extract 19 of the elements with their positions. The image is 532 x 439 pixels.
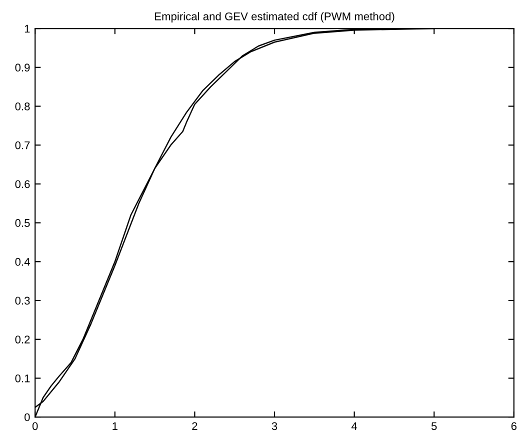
x-tick-label: 6 xyxy=(511,422,517,430)
y-tick-label: 0.9 xyxy=(15,64,30,72)
y-tick-label: 0.5 xyxy=(15,219,30,227)
x-tick-label: 5 xyxy=(431,422,437,430)
y-tick-label: 0.7 xyxy=(15,141,30,150)
chart-title: Empirical and GEV estimated cdf (PWM method) xyxy=(155,12,394,23)
x-tick-label: 4 xyxy=(351,422,358,430)
x-tick-label: 1 xyxy=(112,422,118,430)
y-tick-label: 0.4 xyxy=(15,258,30,266)
x-tick-label: 2 xyxy=(192,422,198,430)
y-tick-label: 0 xyxy=(24,413,30,422)
y-tick-label: 0.8 xyxy=(15,102,30,110)
x-tick-label: 3 xyxy=(272,422,278,430)
x-tick-label: 0 xyxy=(32,422,38,430)
y-tick-label: 0.6 xyxy=(15,180,30,188)
y-tick-label: 0.1 xyxy=(15,374,30,382)
y-tick-label: 1 xyxy=(24,24,30,33)
y-tick-label: 0.3 xyxy=(15,296,30,305)
y-tick-label: 0.2 xyxy=(15,336,30,344)
